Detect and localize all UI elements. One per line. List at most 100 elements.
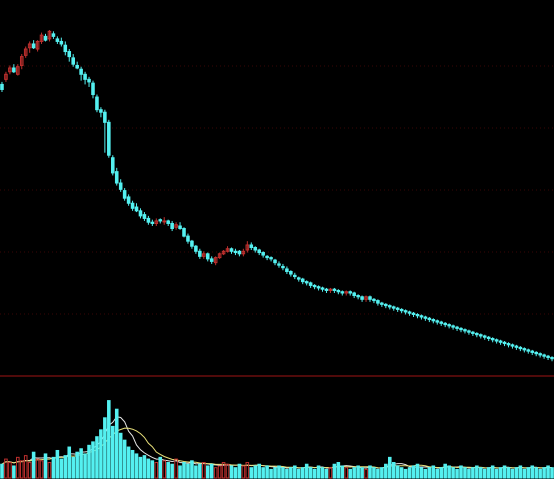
candle-body bbox=[103, 111, 107, 123]
candle-body bbox=[79, 68, 83, 75]
volume-bar bbox=[300, 467, 305, 479]
candle-body bbox=[368, 296, 372, 300]
candle-body bbox=[75, 64, 79, 69]
candle-body bbox=[229, 248, 234, 252]
candle-body bbox=[387, 305, 392, 308]
volume-bar bbox=[198, 463, 202, 479]
candle-body bbox=[209, 258, 214, 262]
candle-body bbox=[471, 331, 475, 334]
volume-bar bbox=[522, 468, 527, 479]
volume-bar bbox=[47, 462, 52, 479]
candle-body bbox=[269, 257, 273, 260]
candle-body bbox=[249, 244, 254, 248]
volume-bar bbox=[340, 465, 345, 479]
candle-body bbox=[423, 316, 428, 319]
volume-bar bbox=[178, 465, 182, 479]
candle-body bbox=[19, 56, 24, 66]
candle-body bbox=[324, 288, 329, 291]
volume-bar bbox=[91, 441, 95, 479]
candle-body bbox=[87, 78, 91, 83]
volume-bar bbox=[87, 444, 91, 479]
candle-body bbox=[126, 196, 131, 204]
candle-body bbox=[352, 292, 356, 297]
volume-bar bbox=[43, 453, 48, 479]
volume-bar bbox=[12, 465, 16, 479]
volume-bar bbox=[451, 467, 455, 479]
candle-body bbox=[198, 250, 202, 257]
volume-bar bbox=[486, 467, 491, 479]
candle-body bbox=[293, 274, 297, 278]
candle-body bbox=[486, 336, 491, 340]
candle-body bbox=[419, 315, 424, 318]
volume-bar bbox=[114, 408, 119, 479]
candle-body bbox=[213, 257, 218, 264]
candle-body bbox=[134, 206, 139, 212]
candle-body bbox=[122, 190, 127, 199]
volume-bar bbox=[293, 465, 297, 479]
volume-bar bbox=[63, 455, 68, 479]
candle-body bbox=[31, 43, 36, 49]
candle-body bbox=[522, 348, 527, 351]
candle-body bbox=[364, 296, 368, 300]
volume-bar bbox=[475, 465, 479, 479]
candle-body bbox=[16, 66, 20, 75]
candle-body bbox=[431, 319, 436, 322]
candle-body bbox=[312, 284, 317, 288]
candle-body bbox=[526, 349, 531, 352]
candle-body bbox=[118, 182, 123, 190]
volume-bar bbox=[526, 467, 531, 479]
candle-body bbox=[415, 313, 420, 317]
volume-bar bbox=[213, 467, 218, 479]
volume-bar bbox=[71, 456, 75, 479]
volume-bar bbox=[403, 468, 408, 479]
volume-bar bbox=[530, 465, 535, 479]
volume-bar bbox=[31, 451, 36, 479]
volume-bar bbox=[538, 468, 542, 479]
volume-bar bbox=[427, 467, 432, 479]
volume-bar bbox=[316, 465, 321, 479]
volume-bar bbox=[506, 467, 511, 479]
candle-body bbox=[407, 311, 412, 314]
volume-bar bbox=[296, 468, 301, 479]
volume-bar bbox=[79, 448, 83, 479]
candle-body bbox=[205, 253, 210, 260]
volume-bar bbox=[285, 468, 289, 479]
candle-body bbox=[494, 339, 499, 342]
candle-body bbox=[47, 30, 52, 40]
candle-body bbox=[348, 291, 352, 294]
candle-body bbox=[83, 73, 87, 80]
volume-bar bbox=[174, 458, 178, 479]
candle-body bbox=[150, 221, 155, 224]
volume-bar bbox=[391, 462, 396, 479]
candle-body bbox=[391, 306, 396, 309]
candle-body bbox=[99, 109, 103, 113]
candle-body bbox=[356, 295, 360, 298]
volume-bar bbox=[364, 468, 368, 479]
volume-bar bbox=[8, 462, 12, 479]
candle-body bbox=[12, 67, 16, 73]
candle-body bbox=[403, 310, 408, 313]
candle-body bbox=[71, 57, 75, 65]
volume-bar bbox=[411, 465, 416, 479]
volume-bar bbox=[142, 455, 147, 479]
volume-bar bbox=[463, 467, 467, 479]
volume-bar bbox=[308, 467, 313, 479]
volume-bar bbox=[352, 467, 356, 479]
volume-bar bbox=[269, 468, 273, 479]
candle-body bbox=[498, 340, 503, 343]
candle-body bbox=[502, 341, 507, 345]
candle-body bbox=[360, 296, 364, 300]
volume-bar bbox=[356, 465, 360, 479]
volume-bar bbox=[16, 456, 20, 479]
volume-bar bbox=[348, 468, 352, 479]
volume-bar bbox=[257, 463, 261, 479]
candle-body bbox=[550, 356, 554, 360]
candle-body bbox=[233, 250, 238, 254]
candle-body bbox=[304, 281, 309, 284]
candle-body bbox=[344, 291, 349, 294]
candle-body bbox=[142, 214, 147, 219]
candle-body bbox=[265, 255, 269, 259]
candle-body bbox=[130, 202, 135, 209]
candle-body bbox=[514, 345, 519, 348]
